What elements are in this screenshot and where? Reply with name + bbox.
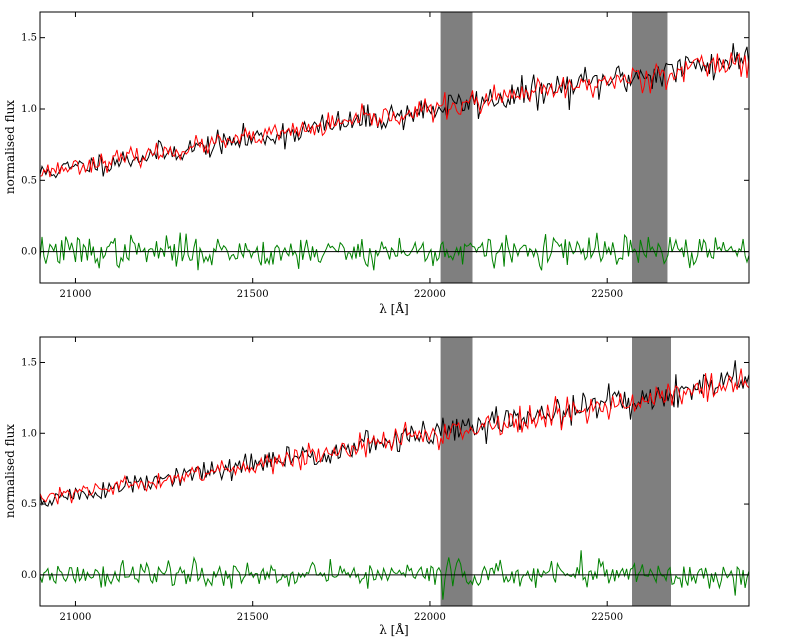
y-axis-label-top: normalised flux xyxy=(3,100,17,194)
series-line xyxy=(39,550,750,600)
x-tick-label: 21500 xyxy=(237,289,269,300)
y-tick-label: 1.5 xyxy=(21,33,37,44)
y-tick-label: 0.5 xyxy=(21,175,37,186)
x-ticks-top: 21000 21500 22000 22500 xyxy=(60,12,623,300)
y-tick-label: 0.0 xyxy=(21,570,37,581)
shaded-region xyxy=(440,337,473,606)
series-line xyxy=(39,232,750,271)
x-ticks-bottom: 21000 21500 22000 22500 xyxy=(60,337,623,623)
shaded-region xyxy=(440,12,473,283)
axes-frame-top xyxy=(39,11,750,284)
x-tick-label: 22500 xyxy=(591,612,623,623)
x-tick-label: 21000 xyxy=(60,612,92,623)
y-ticks-top: 0.0 0.5 1.0 1.5 xyxy=(21,33,749,258)
x-axis-label-top: λ [Å] xyxy=(379,301,408,316)
x-tick-label: 21000 xyxy=(60,289,92,300)
series-lines-top xyxy=(39,43,750,271)
x-tick-label: 22000 xyxy=(414,612,446,623)
shaded-regions-bottom xyxy=(440,337,672,606)
x-axis-label-bottom: λ [Å] xyxy=(379,622,408,637)
x-tick-label: 22500 xyxy=(591,289,623,300)
axes-frame-bottom xyxy=(39,336,750,607)
series-line xyxy=(39,368,750,505)
y-tick-label: 1.5 xyxy=(21,357,37,368)
y-ticks-bottom: 0.0 0.5 1.0 1.5 xyxy=(21,357,749,581)
shaded-region xyxy=(632,337,672,606)
x-tick-label: 22000 xyxy=(414,289,446,300)
series-line xyxy=(39,52,750,178)
x-tick-label: 21500 xyxy=(237,612,269,623)
y-tick-label: 1.0 xyxy=(21,428,37,439)
plot-area-bottom xyxy=(40,337,749,606)
y-tick-label: 1.0 xyxy=(21,104,37,115)
shaded-region xyxy=(632,12,668,283)
series-lines-bottom xyxy=(39,360,750,600)
panel-top: 21000 21500 22000 22500 0.00.51.01.5 λ [Å] … xyxy=(3,11,750,316)
y-axis-label-bottom: normalised flux xyxy=(3,424,17,518)
y-tick-label: 0.5 xyxy=(21,499,37,510)
y-tick-label: 0.0 xyxy=(21,247,37,258)
shaded-regions-top xyxy=(440,12,668,283)
panel-bottom: 21000 21500 22000 22500 0.00.51.01.5 λ [Å] … xyxy=(3,336,750,637)
